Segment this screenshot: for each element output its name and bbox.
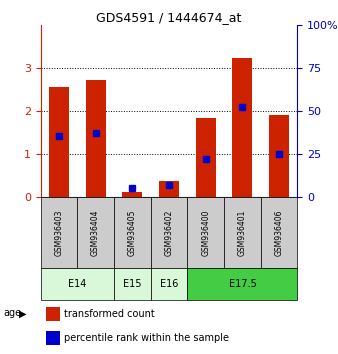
Bar: [77, 196, 114, 268]
Bar: [187, 196, 224, 268]
Bar: [86, 80, 106, 196]
Bar: [232, 58, 252, 196]
Text: GSM936405: GSM936405: [128, 209, 137, 256]
Text: GSM936404: GSM936404: [91, 209, 100, 256]
Bar: [41, 268, 114, 301]
Bar: [151, 196, 187, 268]
Bar: [114, 268, 151, 301]
Bar: [122, 192, 142, 196]
Text: E17.5: E17.5: [228, 279, 256, 289]
Bar: [46, 331, 60, 344]
Bar: [41, 196, 77, 268]
Text: GSM936406: GSM936406: [274, 209, 284, 256]
Text: GSM936403: GSM936403: [54, 209, 64, 256]
Text: E14: E14: [68, 279, 87, 289]
Bar: [196, 118, 216, 196]
Bar: [187, 268, 297, 301]
Bar: [151, 268, 187, 301]
Bar: [46, 307, 60, 321]
Bar: [114, 196, 151, 268]
Title: GDS4591 / 1444674_at: GDS4591 / 1444674_at: [96, 11, 242, 24]
Text: percentile rank within the sample: percentile rank within the sample: [64, 333, 229, 343]
Text: GSM936400: GSM936400: [201, 209, 210, 256]
Text: age: age: [3, 308, 22, 318]
Text: E16: E16: [160, 279, 178, 289]
Bar: [224, 196, 261, 268]
Text: GSM936401: GSM936401: [238, 209, 247, 256]
Bar: [269, 115, 289, 196]
Bar: [261, 196, 297, 268]
Text: GSM936402: GSM936402: [165, 209, 173, 256]
Bar: [159, 181, 179, 196]
Text: ▶: ▶: [19, 308, 26, 318]
Bar: [49, 87, 69, 196]
Text: transformed count: transformed count: [64, 309, 154, 319]
Text: E15: E15: [123, 279, 142, 289]
